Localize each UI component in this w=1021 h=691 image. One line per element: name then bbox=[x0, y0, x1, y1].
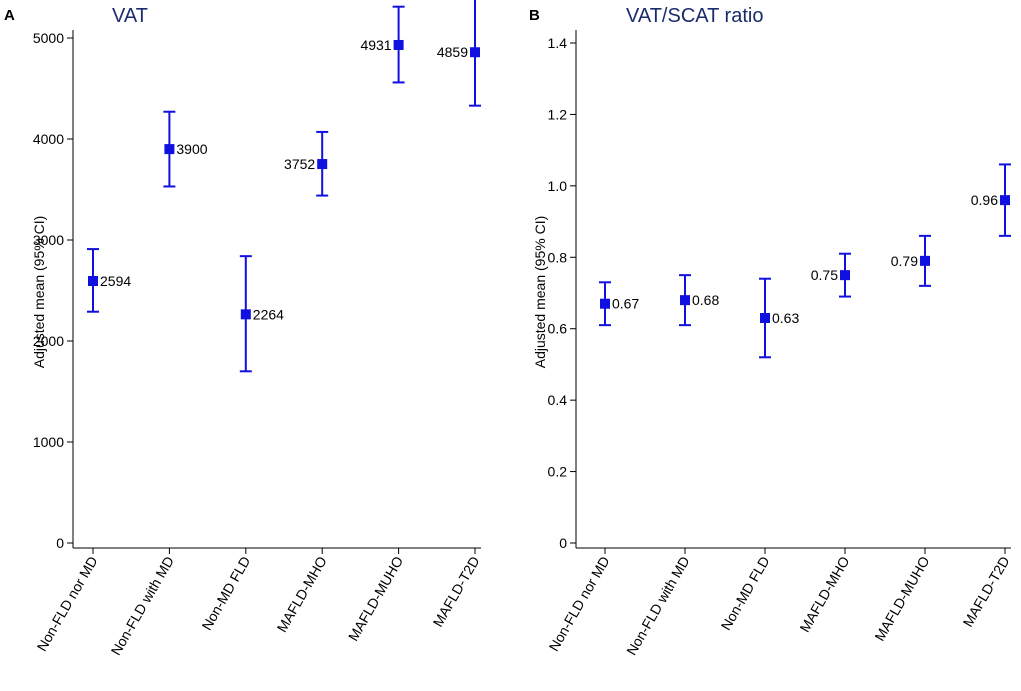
x-tick-label: MAFLD-MUHO bbox=[345, 553, 406, 643]
data-label: 2264 bbox=[253, 306, 284, 322]
x-tick-label: Non-FLD nor MD bbox=[545, 554, 612, 654]
data-point-marker bbox=[600, 298, 610, 309]
data-point-marker bbox=[317, 159, 328, 170]
x-tick-label: MAFLD-MHO bbox=[274, 553, 330, 635]
y-tick-label: 1.2 bbox=[548, 106, 568, 122]
data-label: 0.79 bbox=[891, 253, 918, 269]
data-label: 3900 bbox=[176, 141, 207, 157]
data-label: 0.68 bbox=[692, 292, 719, 308]
data-label: 0.96 bbox=[971, 192, 998, 208]
panel-letter-a: A bbox=[4, 7, 15, 24]
data-point-marker bbox=[164, 144, 175, 155]
x-tick-label: Non-MD FLD bbox=[718, 554, 773, 633]
data-point-marker bbox=[470, 47, 480, 58]
panel-vat: A VAT Adjusted mean (95% CI) 0 1000 2000 30… bbox=[4, 0, 483, 658]
y-tick-label: 4000 bbox=[33, 131, 64, 147]
y-tick-label: 3000 bbox=[33, 232, 64, 248]
x-tick-label: Non-MD FLD bbox=[198, 554, 253, 633]
x-tick-label: Non-FLD with MD bbox=[623, 554, 692, 658]
x-tick-label: MAFLD-MHO bbox=[796, 553, 852, 635]
y-tick-label: 0 bbox=[559, 535, 567, 551]
x-tick-label: MAFLD-T2D bbox=[429, 554, 482, 630]
y-tick-label: 0.8 bbox=[548, 249, 568, 265]
x-tick-label: Non-FLD with MD bbox=[108, 554, 177, 658]
data-label: 0.63 bbox=[772, 310, 799, 326]
y-tick-label: 0.4 bbox=[548, 392, 568, 408]
data-point-marker bbox=[840, 270, 850, 281]
data-label: 4931 bbox=[360, 37, 391, 53]
y-tick-label: 1.4 bbox=[548, 35, 568, 51]
data-label: 0.75 bbox=[811, 267, 838, 283]
panel-title-vat-scat: VAT/SCAT ratio bbox=[626, 5, 763, 27]
x-tick-label: Non-FLD nor MD bbox=[33, 554, 100, 654]
data-point-marker bbox=[393, 39, 404, 50]
y-tick-label: 2000 bbox=[33, 333, 64, 349]
data-point-marker bbox=[88, 276, 98, 287]
data-point-marker bbox=[680, 295, 690, 306]
y-tick-label: 0.2 bbox=[548, 464, 568, 480]
panel-vat-scat-ratio: B VAT/SCAT ratio Adjusted mean (95% CI) … bbox=[529, 5, 1013, 658]
y-tick-label: 1.0 bbox=[548, 178, 568, 194]
y-tick-label: 1000 bbox=[33, 434, 64, 450]
data-label: 2594 bbox=[100, 273, 131, 289]
x-tick-label: MAFLD-T2D bbox=[959, 554, 1012, 630]
y-tick-label: 5000 bbox=[33, 30, 64, 46]
data-point-marker bbox=[760, 313, 770, 323]
data-point-marker bbox=[920, 255, 930, 266]
data-label: 3752 bbox=[284, 156, 315, 172]
data-label: 0.67 bbox=[612, 296, 639, 312]
y-axis-label-vat: Adjusted mean (95% CI) bbox=[31, 216, 47, 369]
data-point-marker bbox=[240, 309, 251, 320]
y-tick-label: 0.6 bbox=[548, 321, 568, 337]
data-point-marker bbox=[1000, 195, 1010, 206]
y-tick-label: 0 bbox=[56, 535, 64, 551]
y-axis-label-ratio: Adjusted mean (95% CI) bbox=[532, 216, 548, 369]
x-tick-label: MAFLD-MUHO bbox=[871, 553, 932, 643]
panel-title-vat: VAT bbox=[112, 5, 148, 27]
panel-letter-b: B bbox=[529, 7, 540, 24]
data-label: 4859 bbox=[437, 44, 468, 60]
